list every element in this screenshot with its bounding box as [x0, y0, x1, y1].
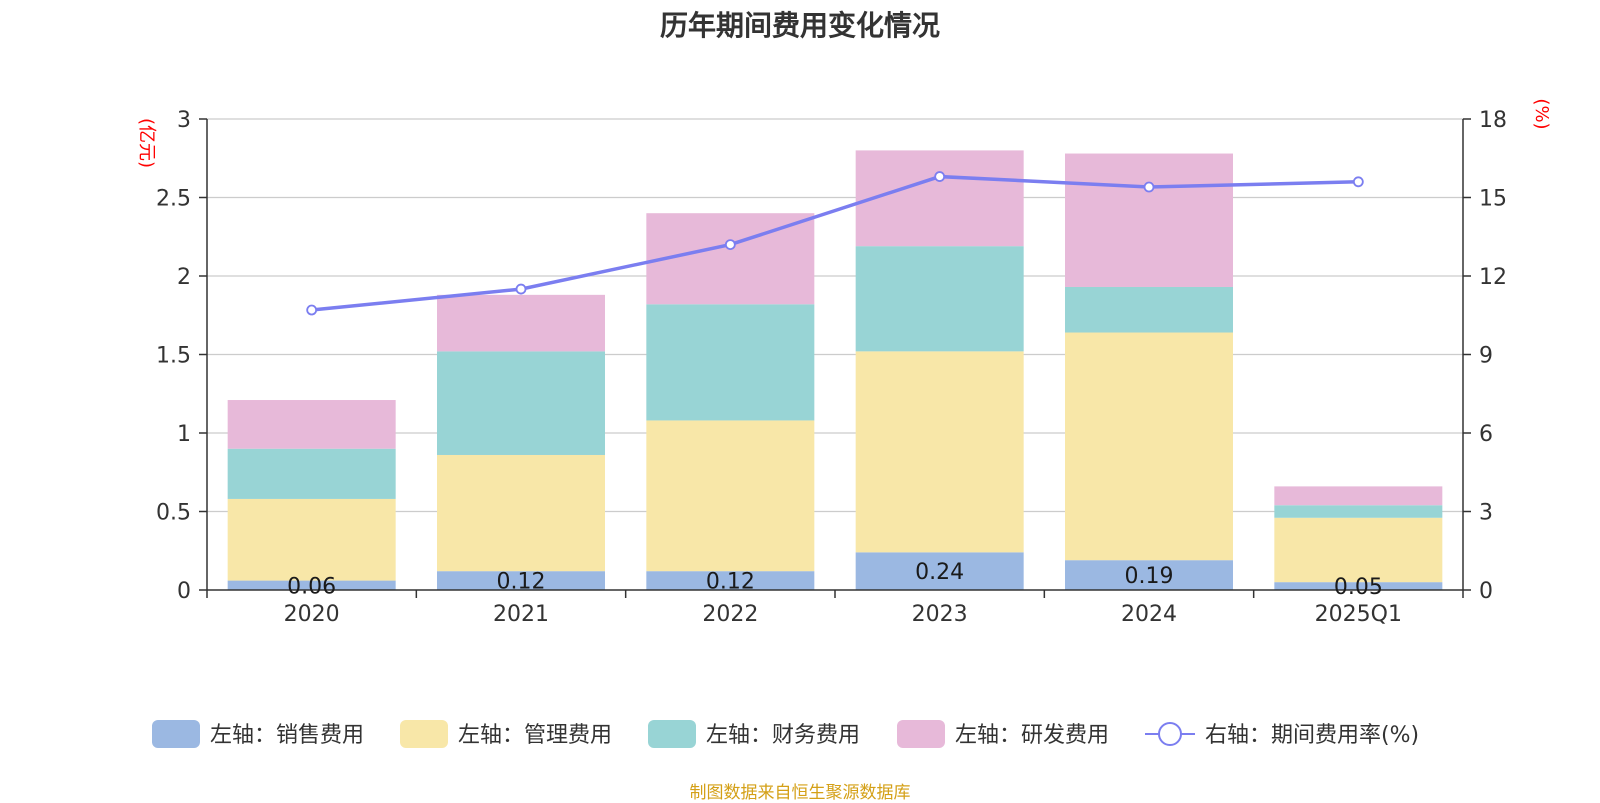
x-axis-tick-label: 2022: [702, 602, 758, 627]
legend-swatch-4: [897, 720, 945, 748]
left-axis-tick-label: 2.5: [156, 187, 191, 212]
legend-label: 右轴：期间费用率(%): [1205, 723, 1419, 748]
legend-layer: 左轴：销售费用 左轴：管理费用 左轴：财务费用 左轴：研发费用 右轴：期间费用率(%): [152, 720, 1419, 748]
left-axis-tick-label: 0: [177, 579, 191, 604]
right-axis-tick-label: 0: [1479, 579, 1493, 604]
legend-line-marker: [1158, 722, 1182, 746]
bar-segment-1: [1274, 582, 1443, 590]
rate-point: [934, 171, 946, 182]
left-axis-tick-label: 3: [177, 108, 191, 133]
bar-data-label: 0.24: [915, 560, 964, 585]
bar-segment-1: [646, 571, 815, 590]
bar-segment-4: [437, 294, 605, 352]
x-axis-tick-label: 2021: [493, 602, 549, 627]
left-axis-tick-label: 1.5: [156, 344, 191, 369]
bar-segment-1: [1065, 560, 1233, 590]
legend-label: 左轴：研发费用: [955, 723, 1109, 748]
left-axis-tick-label: 2: [177, 265, 191, 290]
bar-data-label: 0.05: [1334, 575, 1383, 600]
bars-layer: [227, 150, 1443, 590]
legend-label: 左轴：财务费用: [706, 723, 860, 748]
bar-segment-2: [1065, 332, 1233, 561]
line-layer: [306, 171, 1364, 316]
bar-segment-3: [437, 351, 605, 455]
right-axis-tick-label: 9: [1479, 344, 1493, 369]
bar-segment-3: [1065, 286, 1233, 333]
bar-segment-4: [855, 150, 1024, 247]
bar-data-label: 0.06: [287, 574, 336, 599]
left-axis-tick-label: 1: [177, 422, 191, 447]
bar-segment-2: [646, 420, 815, 572]
bar-segment-3: [1274, 505, 1443, 518]
rate-point: [306, 304, 318, 316]
legend-label: 左轴：管理费用: [458, 723, 612, 748]
right-axis-tick-label: 3: [1479, 501, 1493, 526]
bar-segment-4: [227, 400, 396, 449]
bar-segment-3: [855, 246, 1024, 352]
bar-segment-1: [227, 580, 396, 590]
bar-segment-4: [1065, 153, 1233, 287]
bar-data-label: 0.19: [1125, 564, 1174, 589]
bar-segment-4: [1274, 486, 1443, 506]
bar-data-label: 0.12: [497, 570, 546, 595]
right-axis-tick-label: 15: [1479, 187, 1507, 212]
legend-swatch-3: [648, 720, 696, 748]
bar-segment-2: [1274, 517, 1443, 583]
bar-data-label: 0.12: [706, 570, 755, 595]
bar-segment-2: [227, 498, 396, 581]
x-axis-tick-label: 2020: [284, 602, 340, 627]
rate-point: [724, 239, 736, 251]
legend-label: 左轴：销售费用: [210, 723, 364, 748]
x-axis-tick-label: 2024: [1121, 602, 1177, 627]
x-axis-tick-label: 2025Q1: [1315, 602, 1402, 627]
data-source-note: 制图数据来自恒生聚源数据库: [689, 783, 911, 803]
bar-segment-1: [855, 552, 1024, 590]
rate-line: [311, 174, 1359, 312]
axes-layer: 0 0.5 1 1.5 2 2.5 3 0 3 6 9 12 15 18 2020 2021 2022 2023 2…: [136, 98, 1552, 627]
rate-point: [1352, 176, 1364, 188]
bar-segment-3: [227, 448, 396, 499]
rate-point: [515, 283, 527, 295]
rate-point: [1143, 181, 1155, 193]
legend-swatch-1: [152, 720, 200, 748]
legend-swatch-2: [400, 720, 448, 748]
left-axis-unit: (亿元): [136, 118, 157, 168]
right-axis-unit: (%): [1531, 98, 1552, 129]
bar-segment-3: [646, 304, 815, 421]
chart-title: 历年期间费用变化情况: [659, 9, 940, 42]
left-axis-tick-label: 0.5: [156, 501, 191, 526]
bar-segment-2: [855, 351, 1024, 553]
bar-segment-4: [646, 213, 815, 305]
labels-layer: 0.06 0.12 0.12 0.24 0.19 0.05: [287, 560, 1383, 600]
right-axis-tick-label: 12: [1479, 265, 1507, 290]
grid-layer: [207, 118, 1463, 513]
bar-segment-1: [437, 571, 605, 590]
bar-segment-2: [437, 454, 605, 572]
x-axis-tick-label: 2023: [912, 602, 968, 627]
right-axis-tick-label: 18: [1479, 108, 1507, 133]
right-axis-tick-label: 6: [1479, 422, 1493, 447]
